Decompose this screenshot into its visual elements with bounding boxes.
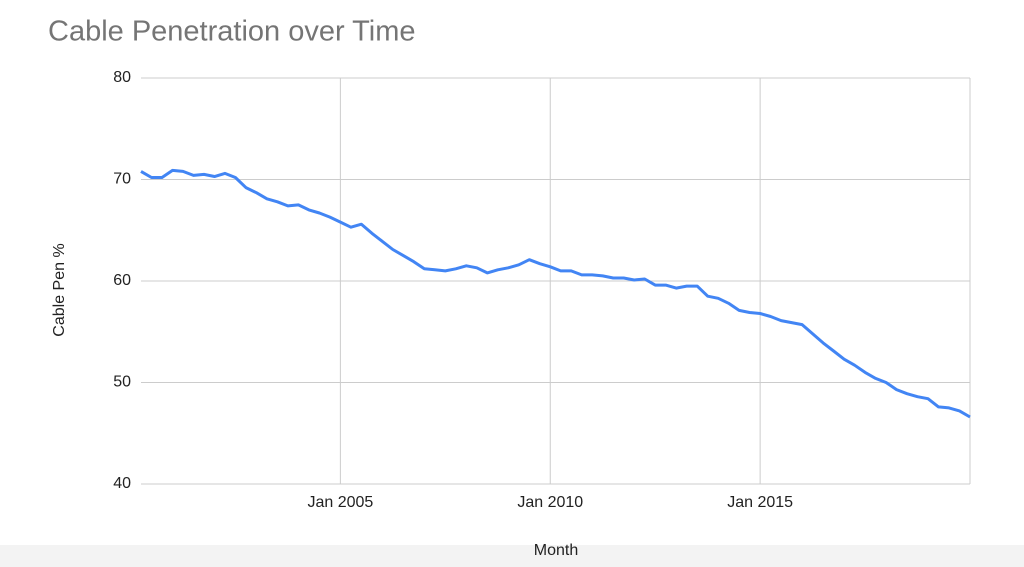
data-line	[140, 168, 971, 419]
x-tick-label: Jan 2005	[307, 494, 373, 511]
y-tick-label: 70	[113, 171, 131, 188]
x-tick-label: Jan 2010	[517, 494, 583, 511]
bottom-strip	[0, 545, 1024, 567]
y-tick-label: 40	[113, 475, 131, 492]
y-axis-title: Cable Pen %	[51, 243, 68, 336]
y-tick-label: 60	[113, 272, 131, 289]
y-tick-label: 50	[113, 374, 131, 391]
x-tick-label: Jan 2015	[727, 494, 793, 511]
chart-title: Cable Penetration over Time	[48, 16, 416, 48]
y-tick-label: 80	[113, 69, 131, 86]
x-axis-title: Month	[534, 542, 578, 559]
